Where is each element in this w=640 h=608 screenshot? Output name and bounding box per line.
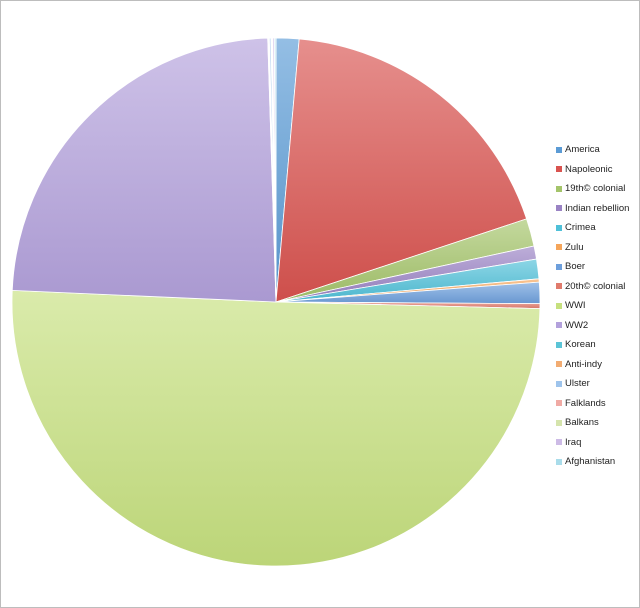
legend-item: Korean: [556, 335, 640, 355]
legend-label: 19th© colonial: [565, 183, 626, 195]
legend: America Napoleonic 19th© colonial Indian re…: [556, 140, 640, 472]
legend-label: Indian rebellion: [565, 202, 630, 214]
legend-label: WW2: [565, 319, 589, 331]
legend-item: WW2: [556, 316, 640, 336]
legend-item: Napoleonic: [556, 160, 640, 180]
legend-item: WWI: [556, 296, 640, 316]
legend-swatch: [556, 458, 562, 465]
legend-swatch: [556, 322, 562, 329]
legend-label: Zulu: [565, 241, 584, 253]
legend-item: Anti-indy: [556, 355, 640, 375]
legend-item: Ulster: [556, 374, 640, 394]
legend-swatch: [556, 283, 562, 290]
legend-swatch: [556, 166, 562, 173]
legend-item: America: [556, 140, 640, 160]
legend-swatch: [556, 439, 562, 446]
legend-label: Afghanistan: [565, 456, 616, 468]
legend-label: Balkans: [565, 417, 599, 429]
legend-item: Crimea: [556, 218, 640, 238]
legend-swatch: [556, 419, 562, 426]
legend-item: Boer: [556, 257, 640, 277]
pie-slice-afghanistan: [273, 37, 277, 303]
legend-swatch: [556, 205, 562, 212]
legend-label: Ulster: [565, 378, 590, 390]
legend-swatch: [556, 341, 562, 348]
legend-item: Falklands: [556, 394, 640, 414]
legend-label: Korean: [565, 339, 596, 351]
pie-slice-napoleonic: [275, 38, 527, 303]
legend-swatch: [556, 146, 562, 153]
legend-label: 20th© colonial: [565, 280, 626, 292]
legend-label: Anti-indy: [565, 358, 602, 370]
pie-slices: [11, 37, 541, 567]
pie-slice-wwi: [11, 289, 541, 567]
legend-label: Iraq: [565, 436, 582, 448]
legend-item: Indian rebellion: [556, 199, 640, 219]
legend-label: Boer: [565, 261, 586, 273]
legend-item: Afghanistan: [556, 452, 640, 472]
legend-label: Napoleonic: [565, 163, 613, 175]
legend-swatch: [556, 380, 562, 387]
legend-label: Crimea: [565, 222, 596, 234]
legend-swatch: [556, 185, 562, 192]
legend-item: Iraq: [556, 433, 640, 453]
legend-item: Balkans: [556, 413, 640, 433]
legend-swatch: [556, 302, 562, 309]
legend-item: 20th© colonial: [556, 277, 640, 297]
pie-slice-ww2: [11, 37, 277, 303]
legend-item: 19th© colonial: [556, 179, 640, 199]
legend-swatch: [556, 400, 562, 407]
legend-label: Falklands: [565, 397, 606, 409]
legend-swatch: [556, 224, 562, 231]
legend-item: Zulu: [556, 238, 640, 258]
legend-swatch: [556, 244, 562, 251]
legend-label: America: [565, 144, 600, 156]
legend-swatch: [556, 361, 562, 368]
legend-swatch: [556, 263, 562, 270]
legend-label: WWI: [565, 300, 586, 312]
